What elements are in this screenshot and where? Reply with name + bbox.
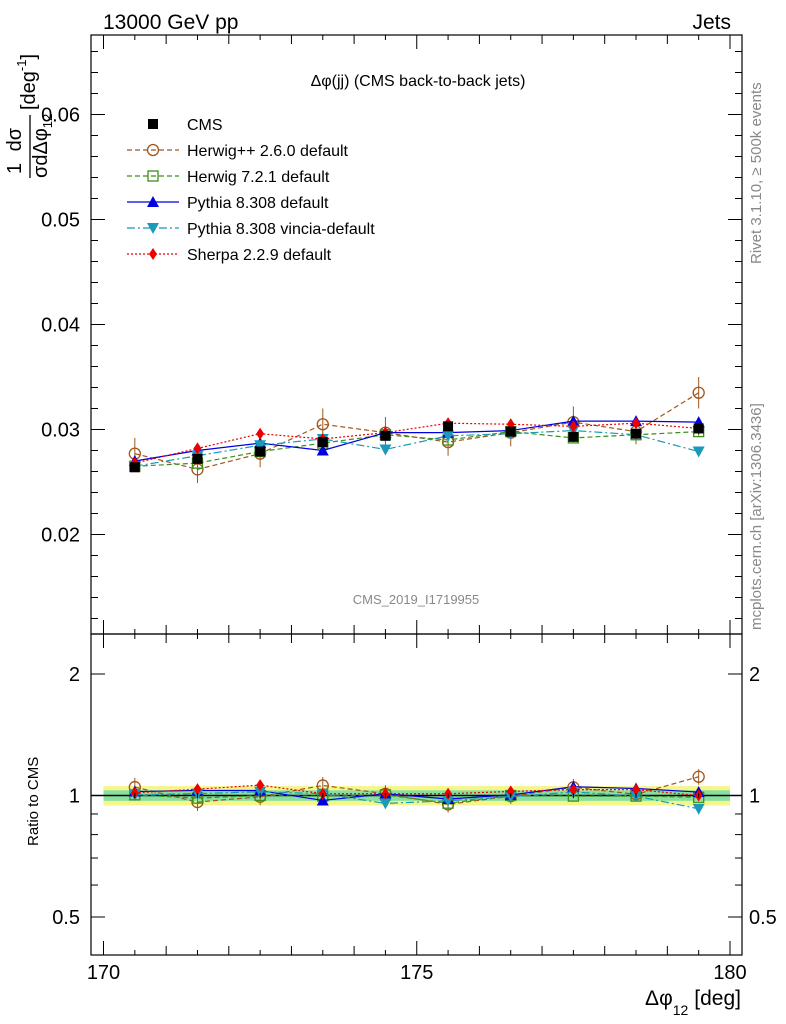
- legend-label: Herwig 7.2.1 default: [187, 169, 330, 186]
- series-pythia: [128, 415, 705, 466]
- data-point: [317, 437, 328, 448]
- legend-label: Pythia 8.308 default: [187, 195, 329, 212]
- ratio-y-tick-label-right: 2: [749, 664, 760, 686]
- legend-marker: [148, 119, 158, 129]
- x-axis-label: Δφ12 [deg]: [645, 987, 741, 1018]
- ratio-line-herwigpp: [134, 776, 699, 806]
- legend-marker: [149, 248, 157, 260]
- y-label-unit: [deg-1]: [14, 54, 40, 110]
- data-point: [692, 446, 705, 458]
- y-axis-label-main: 1 dσ σdΔφ12 [deg-1]: [4, 54, 55, 178]
- ratio-point: [442, 795, 455, 807]
- series-line-herwig7: [134, 430, 699, 467]
- x-tick-label: 170: [87, 962, 120, 984]
- process-title: Jets: [692, 11, 731, 34]
- ratio-plot-panel: 0.5 1 2 0.5 1 2: [52, 633, 777, 956]
- series-herwigpp: [128, 377, 705, 484]
- series-cms: [129, 421, 704, 473]
- y-tick-label: 0.06: [41, 105, 80, 127]
- x-tick-label: 175: [400, 962, 433, 984]
- plot-title: Δφ(jj) (CMS back-to-back jets): [311, 73, 526, 90]
- legend-item-herwig7: Herwig 7.2.1 default: [127, 169, 330, 186]
- ratio-point: [254, 786, 267, 798]
- ratio-point: [506, 785, 515, 798]
- ratio-y-tick-label: 1: [69, 786, 80, 808]
- y-tick-label: 0.02: [41, 525, 80, 547]
- analysis-tag: CMS_2019_I1719955: [353, 592, 480, 607]
- ratio-series-cms: [134, 792, 700, 799]
- ratio-point: [256, 779, 265, 792]
- legend-marker: [147, 196, 159, 207]
- data-point: [193, 442, 202, 455]
- ratio-y-tick-label-right: 0.5: [749, 907, 777, 929]
- series-line-sherpa: [134, 422, 699, 464]
- ratio-point: [692, 803, 705, 815]
- x-tick-label: 180: [713, 962, 746, 984]
- ratio-y-tick-label-right: 1: [749, 786, 760, 808]
- legend-label: Sherpa 2.2.9 default: [187, 247, 332, 264]
- ratio-line-herwig7: [134, 794, 699, 804]
- y-axis-label-ratio: Ratio to CMS: [25, 757, 42, 846]
- ratio-point: [316, 794, 329, 806]
- data-point: [316, 418, 329, 431]
- y-label-numerator: 1 dσ: [4, 127, 26, 174]
- data-point: [255, 446, 266, 457]
- ratio-point: [379, 798, 392, 810]
- data-point: [380, 430, 391, 441]
- data-point: [631, 428, 642, 439]
- data-point: [316, 444, 329, 456]
- legend-label: CMS: [187, 117, 223, 134]
- legend-marker: [146, 143, 160, 157]
- rivet-version-label: Rivet 3.1.10, ≥ 500k events: [748, 82, 765, 264]
- ratio-line-pythia: [134, 786, 699, 802]
- data-point: [192, 453, 203, 464]
- legend-item-herwigpp: Herwig++ 2.6.0 default: [127, 143, 349, 160]
- legend-marker: [147, 170, 159, 182]
- series-line-pythia: [134, 420, 699, 462]
- data-point: [568, 431, 579, 442]
- ratio-y-tick-label: 0.5: [52, 907, 80, 929]
- data-point: [693, 423, 704, 434]
- data-point: [692, 386, 705, 399]
- ratio-plot-frame: [90, 633, 743, 956]
- data-point: [129, 462, 140, 473]
- ratio-line-vincia: [134, 791, 699, 810]
- y-tick-label: 0.03: [41, 420, 80, 442]
- legend-item-vincia: Pythia 8.308 vincia-default: [127, 221, 375, 238]
- legend-item-cms: CMS: [148, 117, 223, 134]
- main-plot-panel: 0.02 0.03 0.04 0.05 0.06 170 175 180 Δφ(jj) (CM…: [41, 34, 747, 984]
- y-tick-label: 0.04: [41, 315, 80, 337]
- ratio-point: [692, 770, 705, 783]
- ratio-point: [632, 783, 641, 796]
- y-tick-label: 0.05: [41, 210, 80, 232]
- series-sherpa: [130, 417, 703, 470]
- ratio-point: [193, 783, 202, 796]
- legend-item-sherpa: Sherpa 2.2.9 default: [127, 247, 332, 264]
- data-point: [254, 440, 267, 452]
- data-point: [505, 426, 516, 437]
- data-point: [569, 420, 578, 433]
- energy-title: 13000 GeV pp: [103, 11, 238, 34]
- data-point: [443, 421, 454, 432]
- ratio-y-tick-label: 2: [69, 664, 80, 686]
- mcplots-source-label: mcplots.cern.ch [arXiv:1306.3436]: [748, 403, 765, 630]
- data-point: [632, 417, 641, 430]
- legend-marker: [147, 223, 159, 234]
- y-label-denominator: σdΔφ12: [30, 114, 55, 178]
- legend-label: Pythia 8.308 vincia-default: [187, 221, 375, 238]
- data-point: [256, 427, 265, 440]
- series-line-herwigpp: [134, 392, 699, 471]
- data-point: [379, 444, 392, 456]
- ratio-point: [569, 783, 578, 796]
- legend: CMS Herwig++ 2.6.0 default Herwig 7.2.1 de…: [127, 117, 375, 264]
- legend-item-pythia: Pythia 8.308 default: [127, 195, 329, 212]
- legend-label: Herwig++ 2.6.0 default: [187, 143, 349, 160]
- data-point: [442, 430, 455, 442]
